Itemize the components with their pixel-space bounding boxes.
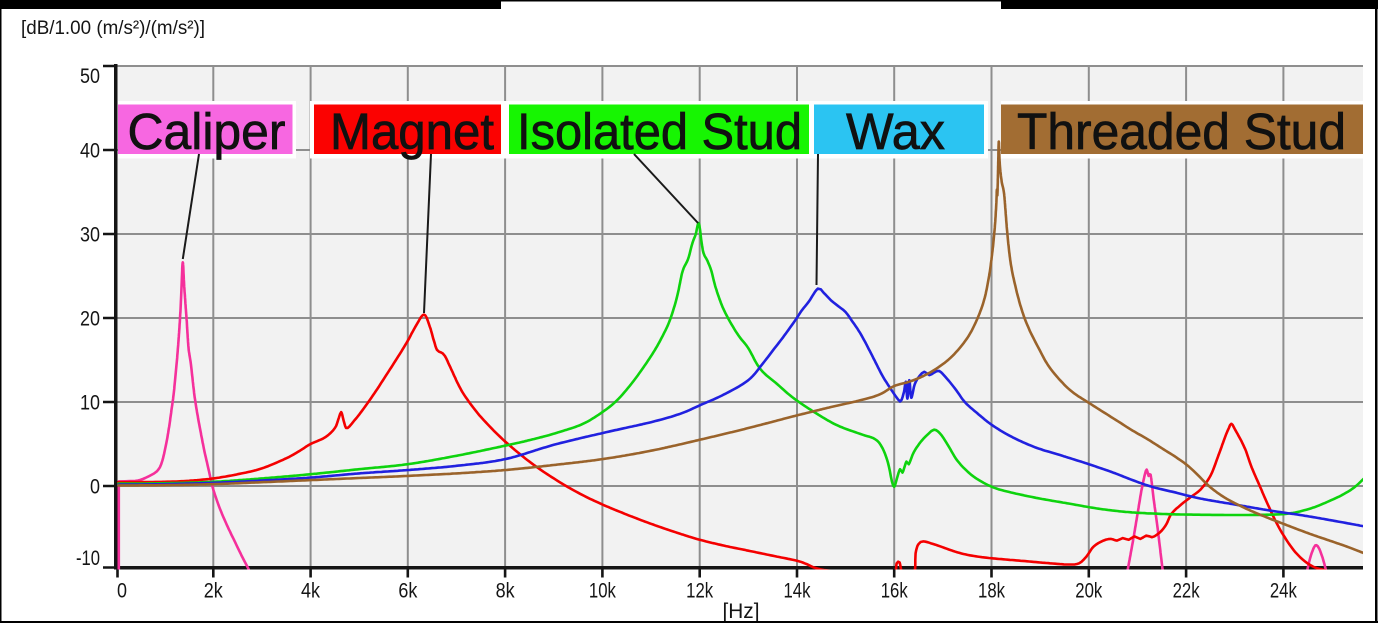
svg-text:4k: 4k: [301, 580, 320, 603]
svg-text:22k: 22k: [1173, 580, 1200, 603]
svg-text:18k: 18k: [978, 580, 1005, 603]
svg-text:12k: 12k: [686, 580, 713, 603]
svg-text:Wax: Wax: [846, 103, 945, 160]
svg-text:0: 0: [117, 580, 127, 603]
svg-text:6k: 6k: [398, 580, 417, 603]
svg-text:2k: 2k: [204, 580, 223, 603]
svg-text:14k: 14k: [783, 580, 810, 603]
svg-text:Caliper: Caliper: [128, 103, 286, 160]
svg-text:[Hz]: [Hz]: [723, 600, 760, 623]
svg-text:8k: 8k: [496, 580, 515, 603]
svg-text:0: 0: [90, 476, 100, 499]
svg-text:10: 10: [80, 392, 100, 415]
svg-text:20k: 20k: [1075, 580, 1102, 603]
svg-text:50: 50: [80, 65, 100, 88]
svg-text:-10: -10: [76, 547, 100, 570]
svg-text:40: 40: [80, 140, 100, 163]
svg-text:24k: 24k: [1270, 580, 1297, 603]
svg-text:Threaded Stud: Threaded Stud: [1017, 103, 1346, 160]
svg-text:10k: 10k: [589, 580, 616, 603]
svg-text:20: 20: [80, 308, 100, 331]
svg-text:30: 30: [80, 224, 100, 247]
svg-text:Magnet: Magnet: [330, 103, 494, 160]
svg-text:[dB/1.00 (m/s²)/(m/s²)]: [dB/1.00 (m/s²)/(m/s²)]: [21, 17, 205, 39]
svg-text:16k: 16k: [881, 580, 908, 603]
svg-text:Isolated Stud: Isolated Stud: [517, 103, 802, 160]
